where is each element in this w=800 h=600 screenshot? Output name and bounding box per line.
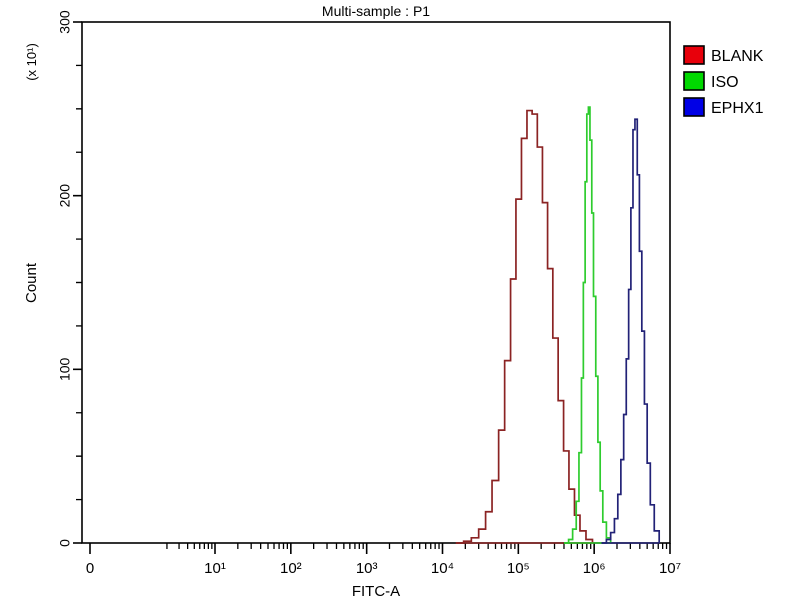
x-axis-label: FITC-A xyxy=(352,583,400,600)
chart-legend: BLANK ISO EPHX1 xyxy=(683,45,764,117)
histogram-curve-iso xyxy=(563,106,612,544)
x-tick-label: 10⁶ xyxy=(583,560,606,577)
y-axis-ticks: 0 100 200 300 xyxy=(57,10,82,547)
x-tick-label: 0 xyxy=(86,560,94,577)
x-tick-label: 10⁵ xyxy=(507,560,530,577)
x-tick-label: 10² xyxy=(280,560,302,577)
y-tick-label: 300 xyxy=(57,10,73,34)
y-tick-label: 100 xyxy=(57,357,73,381)
y-axis-multiplier-label: (x 10¹) xyxy=(24,43,39,81)
legend-swatch-iso xyxy=(683,71,705,91)
histogram-curve-blank xyxy=(455,109,594,544)
histogram-curve-ephx1 xyxy=(601,118,661,544)
y-axis-label: Count xyxy=(23,262,40,303)
chart-title: Multi-sample : P1 xyxy=(322,3,430,19)
x-tick-label: 10¹ xyxy=(204,560,226,577)
x-axis-ticks: 0 10¹ 10² 10³ 10⁴ 10⁵ 10⁶ 10⁷ xyxy=(86,543,681,577)
y-tick-label: 200 xyxy=(57,184,73,208)
plot-frame xyxy=(81,21,671,544)
x-tick-label: 10⁷ xyxy=(659,560,681,577)
legend-label-ephx1: EPHX1 xyxy=(711,100,764,117)
x-tick-label: 10⁴ xyxy=(431,560,454,577)
histogram-curves xyxy=(455,106,661,544)
legend-label-blank: BLANK xyxy=(711,48,764,65)
legend-swatch-blank xyxy=(683,45,705,65)
x-tick-label: 10³ xyxy=(356,560,378,577)
y-tick-label: 0 xyxy=(57,539,73,547)
legend-swatch-ephx1 xyxy=(683,97,705,117)
legend-label-iso: ISO xyxy=(711,74,739,91)
